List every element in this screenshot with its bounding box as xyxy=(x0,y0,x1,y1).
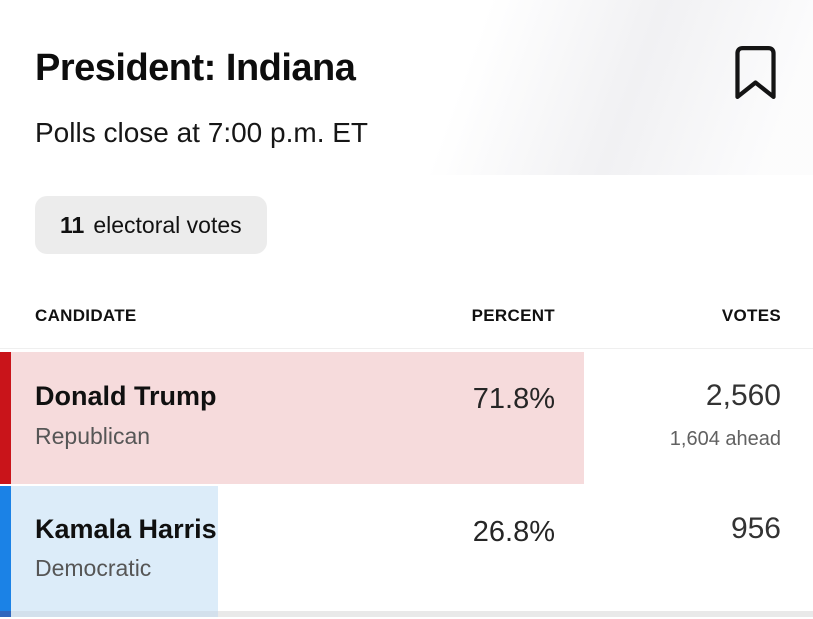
result-bar-fill xyxy=(0,352,584,484)
party-accent-bar xyxy=(0,486,11,611)
bottom-divider-accent xyxy=(0,611,11,617)
page-title: President: Indiana xyxy=(35,47,356,89)
party-accent-bar xyxy=(0,352,11,484)
candidate-row-harris: Kamala Harris Democratic 26.8% 956 xyxy=(0,486,813,611)
candidate-party: Democratic xyxy=(35,555,152,581)
bookmark-button[interactable] xyxy=(733,46,777,102)
percent-value: 26.8% xyxy=(472,516,555,548)
bottom-divider xyxy=(0,611,813,617)
electoral-votes-count: 11 xyxy=(60,211,85,238)
margin-ahead-note: 1,604 ahead xyxy=(669,428,781,450)
candidate-name: Kamala Harris xyxy=(35,514,217,544)
polls-close-text: Polls close at 7:00 p.m. ET xyxy=(35,117,369,148)
percent-value: 71.8% xyxy=(472,383,555,415)
votes-value: 956 xyxy=(730,512,781,545)
candidate-party: Republican xyxy=(35,423,151,449)
result-bar-fill xyxy=(0,486,218,611)
column-header-candidate: Candidate xyxy=(35,306,137,325)
candidate-name: Donald Trump xyxy=(35,381,217,411)
column-header-votes: Votes xyxy=(721,306,781,325)
bottom-divider-fill xyxy=(11,611,218,617)
candidate-row-trump: Donald Trump Republican 71.8% 2,560 1,60… xyxy=(0,352,813,484)
electoral-votes-label: electoral votes xyxy=(93,211,242,238)
votes-value: 2,560 xyxy=(705,379,781,412)
bookmark-icon xyxy=(734,46,776,99)
column-header-percent: Percent xyxy=(471,306,555,325)
header-divider xyxy=(0,348,813,349)
electoral-votes-badge: 11 electoral votes xyxy=(35,196,267,254)
